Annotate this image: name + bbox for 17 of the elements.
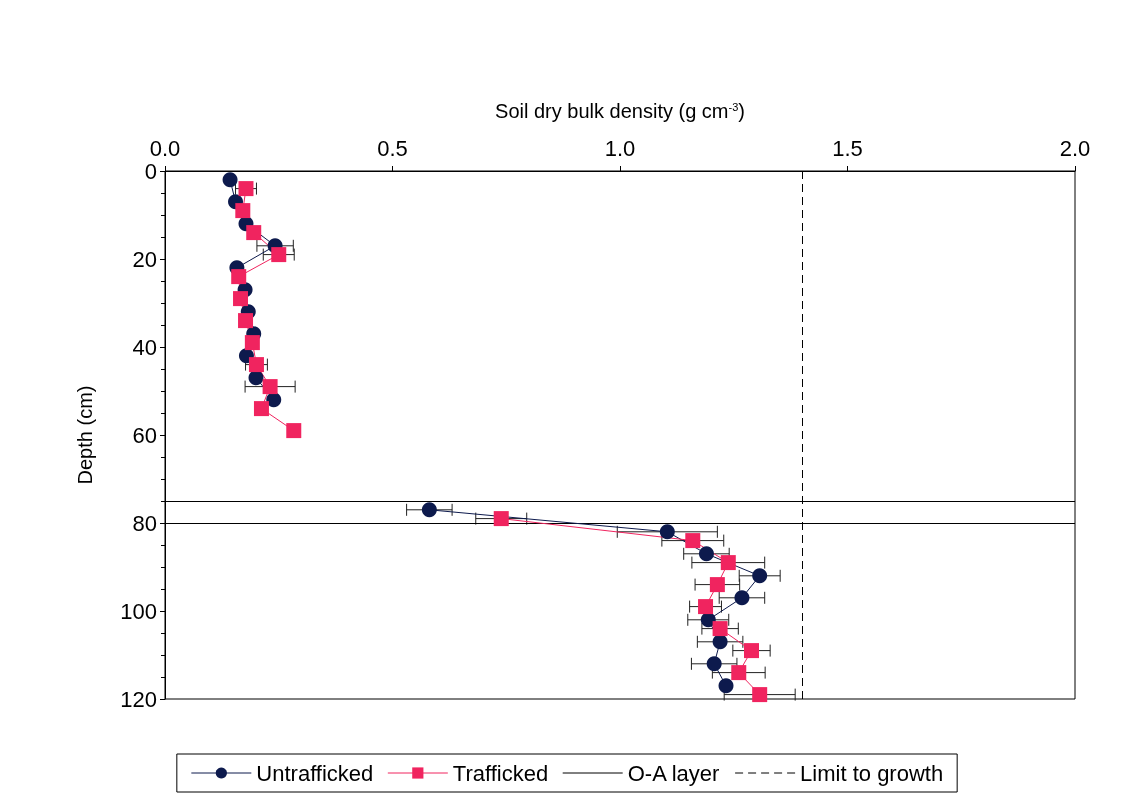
legend-label: Untrafficked xyxy=(256,760,374,786)
legend-label: Limit to growth xyxy=(800,760,944,786)
y-axis-title: Depth (cm) xyxy=(74,385,96,485)
y-tick-label: 0 xyxy=(144,158,157,184)
y-tick-label: 60 xyxy=(132,422,157,448)
y-tick-label: 100 xyxy=(120,598,157,624)
x-tick-label: 0.0 xyxy=(149,135,181,161)
x-tick-label: 0.5 xyxy=(377,135,408,161)
legend-label: Trafficked xyxy=(452,760,549,786)
y-tick-label: 80 xyxy=(132,510,157,536)
x-tick-label: 2.0 xyxy=(1059,135,1091,161)
x-tick-label: 1.0 xyxy=(604,135,636,161)
x-tick-label: 1.5 xyxy=(832,135,863,161)
y-tick-label: 120 xyxy=(120,686,157,712)
y-tick-label: 20 xyxy=(132,246,157,272)
legend-label: O-A layer xyxy=(627,760,720,786)
y-tick-label: 40 xyxy=(132,334,157,360)
